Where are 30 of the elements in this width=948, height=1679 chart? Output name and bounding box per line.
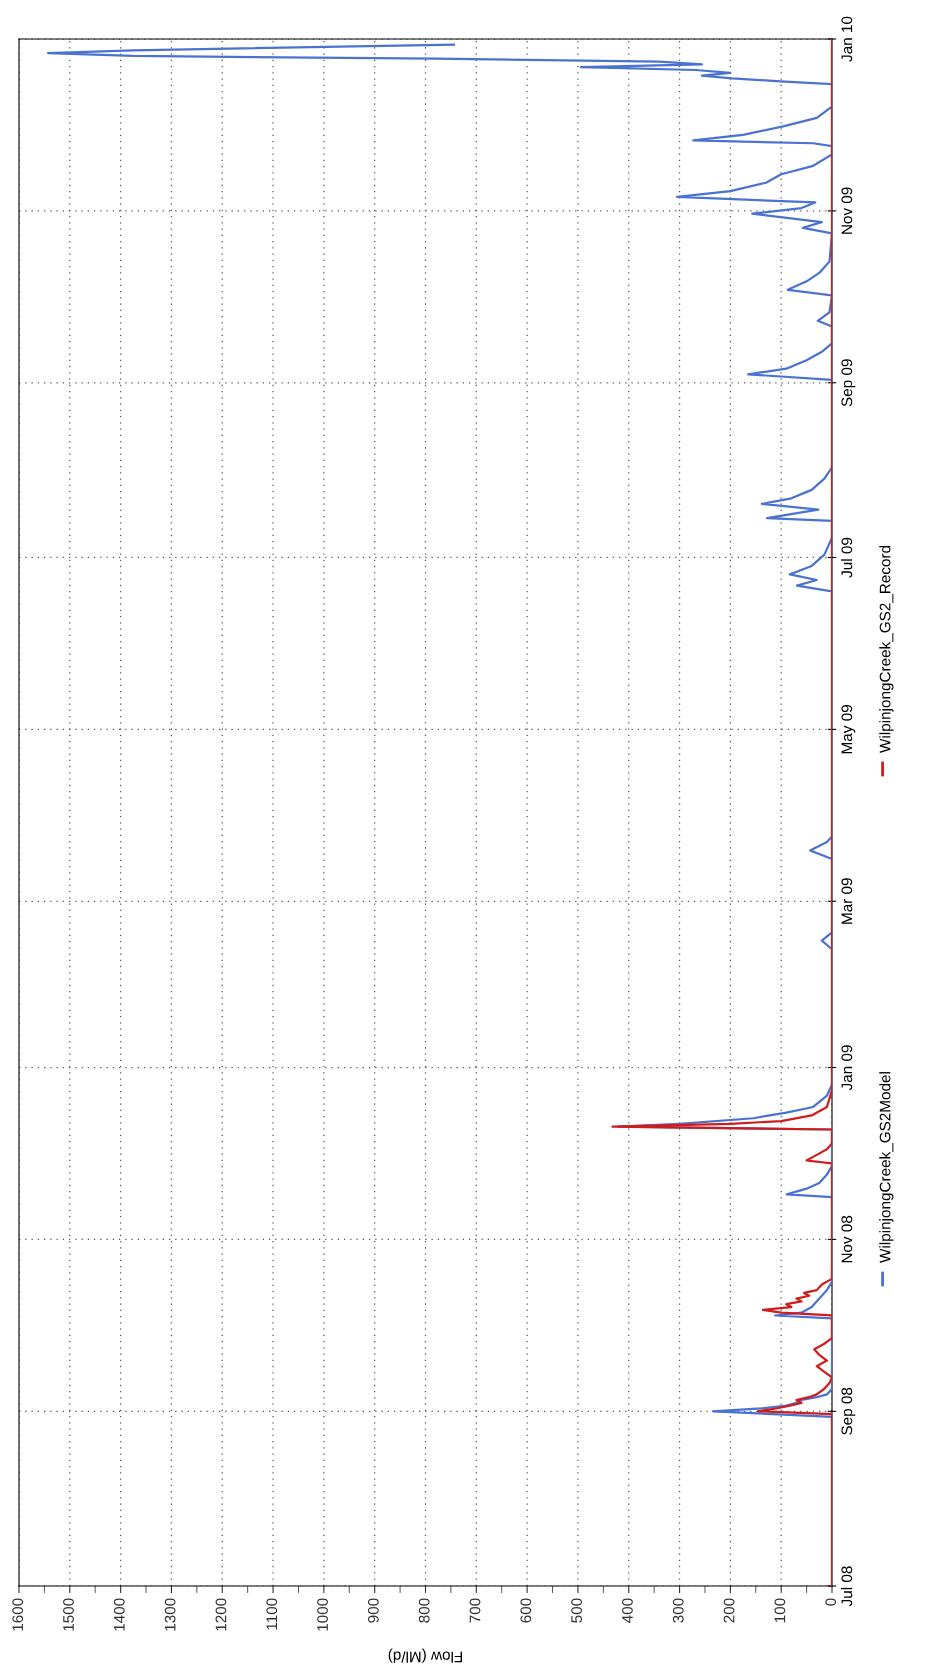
x-axis-title: Flow (Ml/d) — [388, 1648, 463, 1663]
x-tick-label: 1000 — [317, 1598, 328, 1631]
y-tick-label: May 09 — [841, 705, 856, 754]
y-tick-label: Jul 08 — [841, 1566, 853, 1607]
x-tick-label: 1300 — [164, 1598, 176, 1631]
x-tick-label: 900 — [367, 1598, 379, 1623]
x-tick-label: 700 — [469, 1598, 481, 1623]
x-tick-label: 1400 — [113, 1598, 125, 1631]
x-tick-label: 1600 — [12, 1598, 24, 1631]
x-tick-label: 1100 — [266, 1598, 278, 1630]
text: WilpinjongCreek_GS2Model — [879, 1072, 894, 1263]
y-tick-label: Nov 09 — [841, 187, 853, 234]
y-tick-label: Jul 09 — [841, 537, 853, 578]
x-tick-label: 400 — [622, 1598, 633, 1623]
y-tick-label: Mar 09 — [841, 878, 853, 924]
x-tick-label: 100 — [774, 1598, 786, 1623]
y-tick-label: Jan 10 — [841, 16, 853, 62]
y-tick-label: Sep 09 — [841, 359, 856, 407]
x-tick-label: 200 — [723, 1598, 735, 1623]
x-tick-label: 600 — [520, 1598, 532, 1623]
x-tick-label: 300 — [672, 1598, 684, 1623]
x-tick-label: 800 — [418, 1598, 430, 1623]
x-tick-label: 1500 — [63, 1598, 74, 1631]
y-tick-label: Nov 08 — [841, 1215, 853, 1263]
text: WilpinjongCreek_GS2_Record — [879, 545, 894, 753]
y-tick-label: Sep 08 — [841, 1387, 856, 1435]
y-tick-label: Jan 09 — [841, 1045, 853, 1091]
x-tick-label: 0 — [825, 1598, 837, 1606]
x-tick-label: 500 — [571, 1598, 583, 1623]
x-tick-label: 1200 — [215, 1598, 227, 1631]
